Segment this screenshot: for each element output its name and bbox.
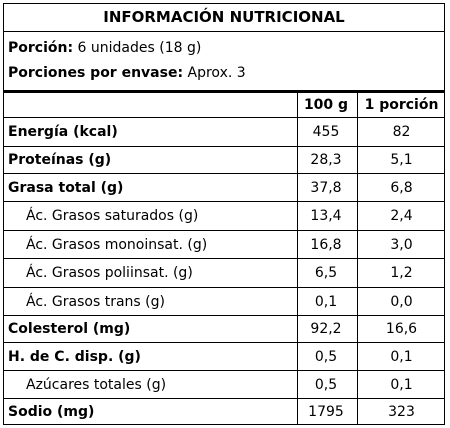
- nutrient-name: Sodio (mg): [8, 404, 95, 420]
- nutrient-row: Proteínas (g) 28,3 5,1: [4, 148, 444, 174]
- nutrient-per100g: 92,2: [310, 321, 342, 337]
- per-container-value: Aprox. 3: [187, 65, 246, 81]
- label-title: INFORMACIÓN NUTRICIONAL: [4, 4, 444, 32]
- nutrient-per-serving: 323: [388, 404, 415, 420]
- portion-line: Porción: 6 unidades (18 g): [8, 37, 201, 59]
- nutrient-per100g: 6,5: [314, 265, 338, 281]
- nutrient-row: Azúcares totales (g) 0,5 0,1: [4, 372, 444, 399]
- nutrient-per100g: 0,5: [314, 349, 338, 365]
- nutrient-per-serving: 1,2: [390, 265, 413, 281]
- nutrient-row: Colesterol (mg) 92,2 16,6: [4, 317, 444, 343]
- nutrient-per100g: 0,1: [314, 294, 338, 310]
- nutrient-row: Grasa total (g) 37,8 6,8: [4, 175, 444, 202]
- nutrient-name: Colesterol (mg): [8, 321, 131, 337]
- column-per100g: 100 g: [303, 97, 349, 113]
- nutrient-row: Sodio (mg) 1795 323: [4, 400, 444, 424]
- nutrient-row: H. de C. disp. (g) 0,5 0,1: [4, 344, 444, 371]
- nutrient-per100g: 16,8: [310, 237, 342, 253]
- nutrient-name: Grasa total (g): [8, 180, 124, 196]
- column-header: 100 g 1 porción: [4, 93, 444, 118]
- nutrient-name: H. de C. disp. (g): [8, 349, 141, 365]
- nutrient-row: Ác. Grasos poliinsat. (g) 6,5 1,2: [4, 260, 444, 288]
- per-container-label: Porciones por envase:: [8, 65, 184, 81]
- nutrient-per100g: 0,5: [314, 377, 338, 393]
- nutrient-row: Ác. Grasos trans (g) 0,1 0,0: [4, 289, 444, 316]
- nutrient-per-serving: 5,1: [390, 152, 413, 168]
- portion-value: 6 unidades (18 g): [77, 40, 202, 56]
- nutrient-row: Energía (kcal) 455 82: [4, 119, 444, 147]
- nutrient-per-serving: 0,1: [390, 377, 413, 393]
- nutrient-name: Ác. Grasos monoinsat. (g): [26, 237, 208, 253]
- serving-info: Porción: 6 unidades (18 g) Porciones por…: [4, 33, 444, 93]
- nutrient-per-serving: 2,4: [390, 208, 413, 224]
- nutrient-name: Ác. Grasos saturados (g): [26, 208, 199, 224]
- nutrient-per-serving: 82: [392, 124, 411, 140]
- nutrient-per100g: 28,3: [310, 152, 342, 168]
- nutrient-per-serving: 6,8: [390, 180, 413, 196]
- nutrient-per-serving: 16,6: [385, 321, 418, 337]
- nutrient-name: Proteínas (g): [8, 152, 112, 168]
- nutrient-name: Energía (kcal): [8, 124, 118, 140]
- nutrient-name: Azúcares totales (g): [26, 377, 167, 393]
- nutrient-per100g: 37,8: [310, 180, 342, 196]
- nutrition-label: INFORMACIÓN NUTRICIONAL Porción: 6 unida…: [3, 3, 445, 425]
- nutrient-name: Ác. Grasos poliinsat. (g): [26, 265, 193, 281]
- nutrient-row: Ác. Grasos monoinsat. (g) 16,8 3,0: [4, 232, 444, 259]
- portion-label: Porción:: [8, 40, 74, 56]
- nutrient-per-serving: 3,0: [390, 237, 413, 253]
- nutrient-name: Ác. Grasos trans (g): [26, 294, 165, 310]
- nutrient-per-serving: 0,1: [390, 349, 413, 365]
- nutrient-row: Ác. Grasos saturados (g) 13,4 2,4: [4, 203, 444, 231]
- nutrient-per100g: 1795: [308, 404, 344, 420]
- nutrient-per100g: 455: [312, 124, 340, 140]
- nutrient-per-serving: 0,0: [390, 294, 413, 310]
- nutrient-per100g: 13,4: [310, 208, 342, 224]
- per-container-line: Porciones por envase: Aprox. 3: [8, 62, 246, 84]
- column-per-serving: 1 porción: [364, 97, 439, 113]
